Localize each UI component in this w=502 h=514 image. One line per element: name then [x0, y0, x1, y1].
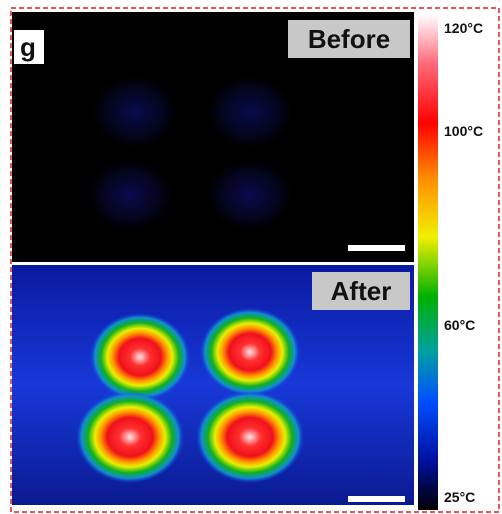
scale-bar	[348, 245, 405, 251]
panel-label: g	[20, 32, 36, 62]
image-label: After	[331, 276, 392, 306]
colorbar-tick-label: 120°C	[444, 20, 483, 36]
colorbar-tick-label: 25°C	[444, 489, 475, 505]
colorbar-tick-label: 100°C	[444, 123, 483, 139]
colorbar	[418, 14, 438, 510]
scale-bar	[348, 496, 405, 502]
image-label: Before	[308, 24, 390, 54]
figure: Before g After 120°C 100°C 60°C 25°C	[0, 0, 502, 514]
colorbar-tick-label: 60°C	[444, 317, 475, 333]
